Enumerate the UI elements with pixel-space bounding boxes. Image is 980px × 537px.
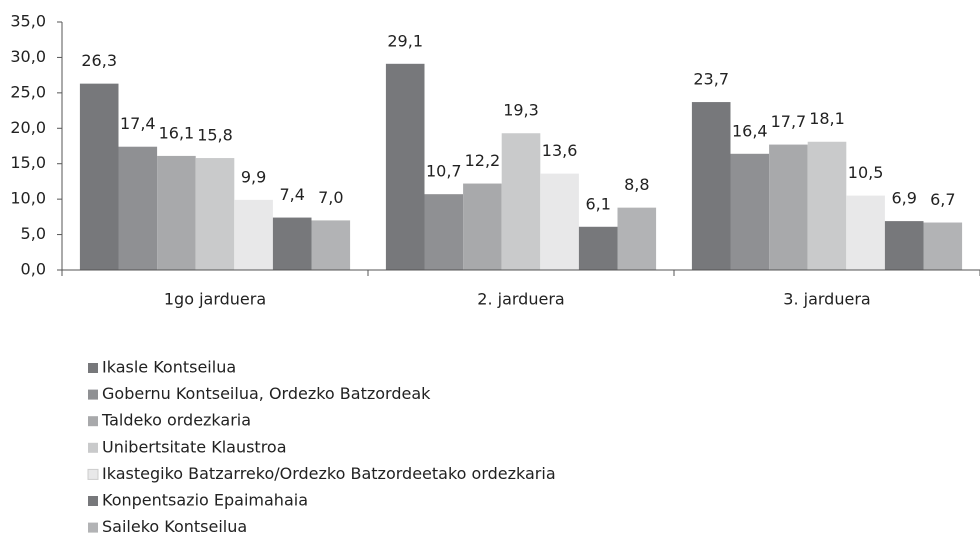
value-label: 16,4 — [732, 121, 768, 140]
value-label: 10,5 — [848, 163, 884, 182]
value-label: 18,1 — [809, 109, 845, 128]
bar — [540, 173, 579, 270]
bar — [195, 158, 235, 270]
value-label: 10,7 — [426, 162, 462, 181]
bar — [157, 155, 196, 270]
bar — [463, 183, 502, 270]
value-label: 8,8 — [624, 175, 649, 194]
legend-label: Saileko Kontseilua — [102, 517, 247, 536]
y-tick-label: 5,0 — [21, 224, 46, 243]
legend-label: Ikasle Kontseilua — [102, 358, 236, 377]
legend-swatch — [88, 416, 98, 427]
value-label: 26,3 — [81, 51, 117, 70]
bar — [884, 221, 924, 270]
y-tick-label: 20,0 — [10, 118, 46, 137]
value-label: 16,1 — [159, 123, 195, 142]
bar — [730, 153, 770, 270]
bar — [807, 141, 847, 270]
bar — [691, 102, 731, 270]
legend-label: Gobernu Kontseilua, Ordezko Batzordeak — [102, 384, 431, 403]
bar — [923, 222, 963, 270]
y-tick-label: 30,0 — [10, 47, 46, 66]
y-tick-label: 15,0 — [10, 153, 46, 172]
bar — [385, 63, 425, 271]
legend-swatch — [87, 468, 99, 480]
legend-label: Unibertsitate Klaustroa — [102, 437, 287, 456]
x-tick-label: 2. jarduera — [477, 290, 564, 309]
legend-label: Konpentsazio Epaimahaia — [102, 491, 308, 510]
legend-swatch — [88, 389, 98, 400]
legend-swatch — [88, 363, 98, 373]
bar — [501, 133, 541, 270]
bar — [79, 83, 119, 270]
value-label: 13,6 — [542, 141, 578, 160]
value-label: 29,1 — [387, 31, 423, 50]
y-tick-label: 0,0 — [21, 260, 46, 279]
y-tick-label: 10,0 — [10, 189, 46, 208]
bar — [118, 146, 158, 270]
value-label: 23,7 — [693, 70, 729, 89]
value-label: 19,3 — [503, 101, 539, 120]
value-label: 7,4 — [279, 185, 304, 204]
bar — [311, 220, 351, 270]
x-tick-label: 3. jarduera — [783, 290, 870, 309]
bar — [617, 207, 657, 270]
value-label: 17,7 — [771, 112, 807, 131]
legend-label: Taldeko ordezkaria — [101, 411, 251, 430]
x-tick-label: 1go jarduera — [164, 290, 266, 309]
bar — [846, 195, 885, 270]
value-label: 9,9 — [241, 167, 266, 186]
bar — [578, 226, 618, 270]
bar — [769, 144, 808, 270]
legend-swatch — [88, 442, 98, 453]
y-tick-label: 25,0 — [10, 82, 46, 101]
value-label: 6,1 — [585, 194, 610, 213]
value-label: 17,4 — [120, 114, 156, 133]
bar — [234, 199, 273, 270]
bar — [272, 217, 312, 270]
value-label: 6,7 — [930, 190, 955, 209]
value-label: 7,0 — [318, 188, 343, 207]
bar — [424, 194, 464, 270]
legend-label: Ikastegiko Batzarreko/Ordezko Batzordeet… — [102, 464, 556, 483]
value-label: 15,8 — [197, 126, 233, 145]
value-label: 6,9 — [891, 189, 916, 208]
legend-swatch — [88, 522, 98, 533]
y-tick-label: 35,0 — [10, 12, 46, 31]
legend-swatch — [88, 496, 98, 506]
value-label: 12,2 — [465, 151, 501, 170]
